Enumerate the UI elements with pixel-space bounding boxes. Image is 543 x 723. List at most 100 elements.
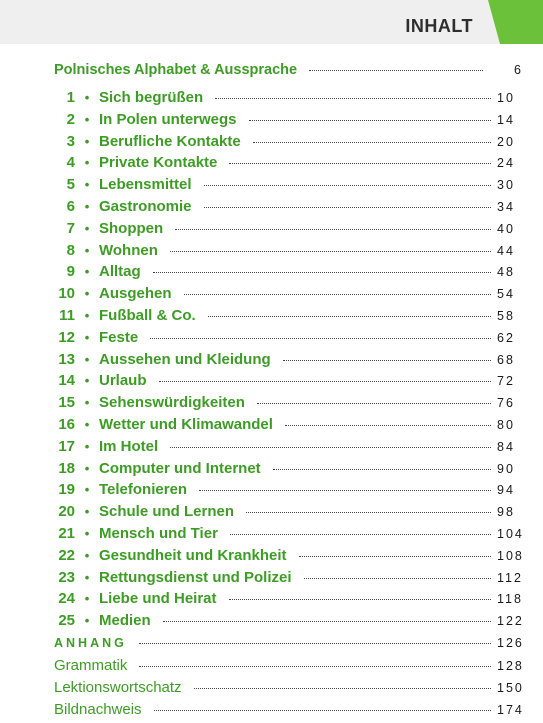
bullet-icon: • [84,90,90,105]
appendix-entry-page: 150 [497,681,524,695]
toc-chapter-row[interactable]: 11 • Fußball & Co. 58 [0,307,543,329]
toc-chapter-row[interactable]: 15 • Sehenswürdigkeiten 76 [0,394,543,416]
dot-leader [158,381,491,383]
chapter-number: 10 [58,285,75,303]
bullet-icon: • [84,526,90,541]
chapter-number: 22 [58,546,75,564]
dot-leader [229,163,491,165]
chapter-number: 8 [66,241,75,259]
toc-chapter-row[interactable]: 9 • Alltag 48 [0,263,543,285]
chapter-page: 112 [497,570,523,585]
bullet-icon: • [84,329,90,345]
chapter-number: 21 [58,525,75,542]
toc-chapter-row[interactable]: 2 • In Polen unterwegs 14 [0,111,543,133]
bullet-icon: • [84,460,90,476]
toc-chapter-row[interactable]: 23 • Rettungsdienst und Polizei 112 [0,569,543,591]
chapter-title: Aussehen und Kleidung [99,350,271,368]
bullet-icon: • [84,220,90,236]
toc-chapter-row[interactable]: 24 • Liebe und Heirat 118 [0,590,543,612]
chapter-number: 23 [58,568,75,586]
appendix-heading-row[interactable]: ANHANG 126 [0,636,543,658]
toc-chapter-row[interactable]: 1 • Sich begrüßen 10 [0,89,543,111]
appendix-title: Grammatik [54,657,128,674]
chapter-title: Liebe und Heirat [99,590,217,608]
page-title: INHALT [405,16,473,36]
dot-leader [152,272,491,274]
bullet-icon: • [84,613,90,629]
dot-leader [175,228,491,230]
chapter-page: 68 [497,352,515,367]
toc-intro-row[interactable]: Polnisches Alphabet & Aussprache 6 [0,62,543,84]
chapter-number: 18 [58,459,75,477]
chapter-page: 58 [497,309,515,323]
chapter-number: 4 [66,154,75,172]
chapter-page: 118 [497,592,523,607]
dot-leader [170,446,491,448]
chapter-title: Alltag [99,263,141,281]
dot-leader [228,599,491,601]
dot-leader [138,643,491,644]
appendix-row[interactable]: Bildnachweis 174 [0,701,543,723]
appendix-row[interactable]: Grammatik 128 [0,657,543,679]
toc-chapter-row[interactable]: 20 • Schule und Lernen 98 [0,503,543,525]
chapter-title: Im Hotel [99,437,159,455]
chapter-page: 94 [497,483,515,498]
toc-chapter-row[interactable]: 21 • Mensch und Tier 104 [0,525,543,547]
bullet-icon: • [84,199,90,214]
chapter-title: Shoppen [99,219,164,237]
chapter-page: 98 [497,505,515,520]
dot-leader [193,688,491,689]
chapter-page: 76 [497,396,515,411]
dot-leader [248,119,491,121]
toc-chapter-row[interactable]: 16 • Wetter und Klimawandel 80 [0,416,543,438]
appendix-title: Lektionswortschatz [54,679,182,696]
toc-chapter-row[interactable]: 14 • Urlaub 72 [0,372,543,394]
toc-chapter-row[interactable]: 12 • Feste 62 [0,329,543,351]
toc-chapter-row[interactable]: 25 • Medien 122 [0,612,543,634]
toc-chapter-row[interactable]: 13 • Aussehen und Kleidung 68 [0,351,543,373]
toc-chapter-row[interactable]: 22 • Gesundheit und Krankheit 108 [0,547,543,569]
toc-chapter-row[interactable]: 7 • Shoppen 40 [0,220,543,242]
chapter-number: 13 [58,350,75,368]
dot-leader [298,555,491,557]
bullet-icon: • [84,504,90,520]
appendix-entry-page: 174 [497,703,524,717]
bullet-icon: • [84,242,90,258]
toc-chapter-row[interactable]: 8 • Wohnen 44 [0,242,543,264]
chapter-title: In Polen unterwegs [99,110,237,128]
chapter-number: 9 [66,263,75,281]
bullet-icon: • [84,351,90,367]
dot-leader [246,512,491,514]
toc-chapter-row[interactable]: 19 • Telefonieren 94 [0,481,543,503]
chapter-title: Sich begrüßen [99,89,204,106]
chapter-number: 15 [58,394,75,412]
toc-chapter-row[interactable]: 6 • Gastronomie 34 [0,198,543,220]
chapter-number: 24 [58,590,75,608]
bullet-icon: • [84,591,90,607]
chapter-number: 11 [59,307,75,324]
chapter-title: Sehenswürdigkeiten [99,394,245,412]
appendix-row[interactable]: Lektionswortschatz 150 [0,679,543,701]
dot-leader [282,359,491,361]
toc-chapter-row[interactable]: 4 • Private Kontakte 24 [0,154,543,176]
toc-chapter-row[interactable]: 10 • Ausgehen 54 [0,285,543,307]
bullet-icon: • [84,155,90,171]
dot-leader [303,577,491,579]
chapter-page: 108 [497,548,524,563]
chapter-page: 40 [497,221,515,236]
header-bar: INHALT [0,0,543,44]
chapter-title: Urlaub [99,372,147,390]
chapter-title: Mensch und Tier [99,525,218,542]
chapter-number: 14 [58,372,75,390]
dot-leader [207,316,491,317]
toc-chapter-row[interactable]: 3 • Berufliche Kontakte 20 [0,133,543,155]
toc-chapter-row[interactable]: 17 • Im Hotel 84 [0,438,543,460]
chapter-number: 1 [66,89,75,106]
chapter-title: Telefonieren [99,481,188,499]
chapter-number: 7 [66,219,75,237]
chapter-title: Wetter und Klimawandel [99,416,273,433]
toc-chapter-row[interactable]: 5 • Lebensmittel 30 [0,176,543,198]
appendix-title: Bildnachweis [54,701,142,718]
toc-chapter-row[interactable]: 18 • Computer und Internet 90 [0,460,543,482]
bullet-icon: • [84,569,90,585]
